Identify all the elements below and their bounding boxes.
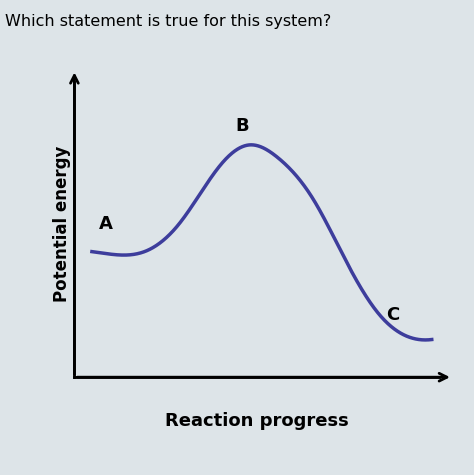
Text: Potential energy: Potential energy xyxy=(53,145,71,302)
Text: B: B xyxy=(236,117,249,135)
Text: C: C xyxy=(386,306,400,324)
Text: Reaction progress: Reaction progress xyxy=(164,412,348,430)
Text: A: A xyxy=(99,215,113,233)
Text: Which statement is true for this system?: Which statement is true for this system? xyxy=(5,14,331,29)
